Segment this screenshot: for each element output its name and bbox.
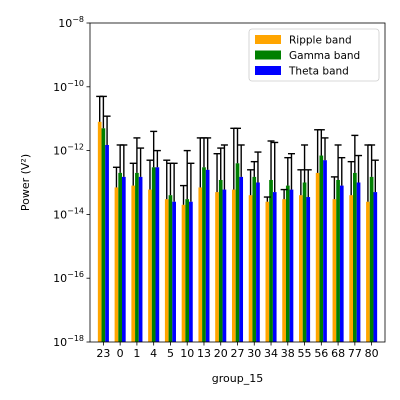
bar (138, 176, 143, 342)
x-tick-label: 23 (96, 347, 110, 360)
bar (235, 163, 240, 342)
bar (252, 176, 257, 342)
x-tick-label: 10 (180, 347, 194, 360)
bar (118, 172, 122, 342)
legend: Ripple band Gamma band Theta band (248, 28, 380, 82)
bar (222, 189, 227, 342)
bar (373, 192, 378, 342)
x-tick-label: 20 (214, 347, 228, 360)
bar (151, 167, 156, 342)
bar (189, 201, 193, 342)
legend-label: Gamma band (289, 50, 360, 62)
legend-swatch (255, 66, 281, 75)
y-tick-label: 10−14 (53, 206, 84, 221)
x-tick-label: 5 (167, 347, 174, 360)
bar (269, 179, 273, 342)
bar (181, 204, 186, 342)
bar (323, 160, 327, 342)
bar (272, 192, 277, 342)
bar (97, 121, 102, 342)
bar (353, 172, 357, 342)
x-tick-label: 77 (348, 347, 362, 360)
bar (131, 185, 136, 342)
bars-layer (97, 121, 378, 342)
x-tick-label: 80 (365, 347, 379, 360)
bar (285, 185, 290, 342)
bar (168, 195, 173, 342)
bar (231, 189, 236, 342)
x-tick-label: 68 (331, 347, 345, 360)
bar (306, 197, 311, 342)
x-axis-label: group_15 (212, 372, 263, 385)
y-tick-label: 10−18 (53, 334, 84, 349)
bar (105, 144, 109, 342)
bar (339, 185, 344, 342)
x-tick-label: 27 (231, 347, 245, 360)
legend-swatch (255, 50, 281, 60)
bar (215, 192, 219, 342)
bar (198, 187, 203, 342)
bar (336, 179, 340, 342)
bar (121, 176, 126, 342)
legend-label: Ripple band (289, 35, 352, 47)
bar (205, 169, 210, 342)
bar (114, 187, 119, 342)
y-tick-label: 10−16 (53, 270, 84, 285)
bar (148, 189, 152, 342)
x-tick-label: 38 (281, 347, 295, 360)
legend-label: Theta band (288, 66, 349, 78)
bar (218, 179, 223, 342)
error-bars-layer (96, 95, 379, 205)
bar (282, 199, 286, 342)
bar (185, 199, 190, 342)
x-tick-label: 4 (150, 347, 157, 360)
y-tick-label: 10−10 (53, 79, 84, 94)
ticks-layer: 23 0 1 4 5 10 13 20 27 30 34 38 55 56 68 77 80 10−18 10−16… (53, 15, 379, 360)
bar (349, 195, 354, 342)
bar (248, 195, 253, 342)
bar (256, 182, 260, 342)
bar (135, 172, 139, 342)
x-tick-label: 55 (298, 347, 312, 360)
bar (239, 176, 244, 342)
bar (289, 189, 294, 342)
bar (299, 195, 303, 342)
bar (265, 201, 270, 342)
legend-frame (248, 28, 380, 82)
bar (332, 199, 337, 342)
bar (366, 201, 370, 342)
bar (369, 176, 374, 342)
x-tick-label: 34 (264, 347, 278, 360)
bar (356, 182, 361, 342)
x-tick-label: 30 (247, 347, 261, 360)
y-axis-label: Power (V²) (19, 154, 32, 211)
bar (202, 167, 206, 342)
bar (101, 128, 106, 342)
bar (319, 155, 324, 342)
x-tick-label: 0 (117, 347, 124, 360)
bar (155, 167, 160, 342)
bar (164, 199, 169, 342)
legend-swatch (255, 35, 281, 44)
y-tick-label: 10−8 (58, 15, 84, 30)
x-tick-label: 1 (133, 347, 140, 360)
x-tick-label: 56 (314, 347, 328, 360)
bar (315, 172, 320, 342)
bar (172, 201, 176, 342)
y-tick-label: 10−12 (53, 143, 84, 158)
bar (302, 182, 307, 342)
x-tick-label: 13 (197, 347, 211, 360)
